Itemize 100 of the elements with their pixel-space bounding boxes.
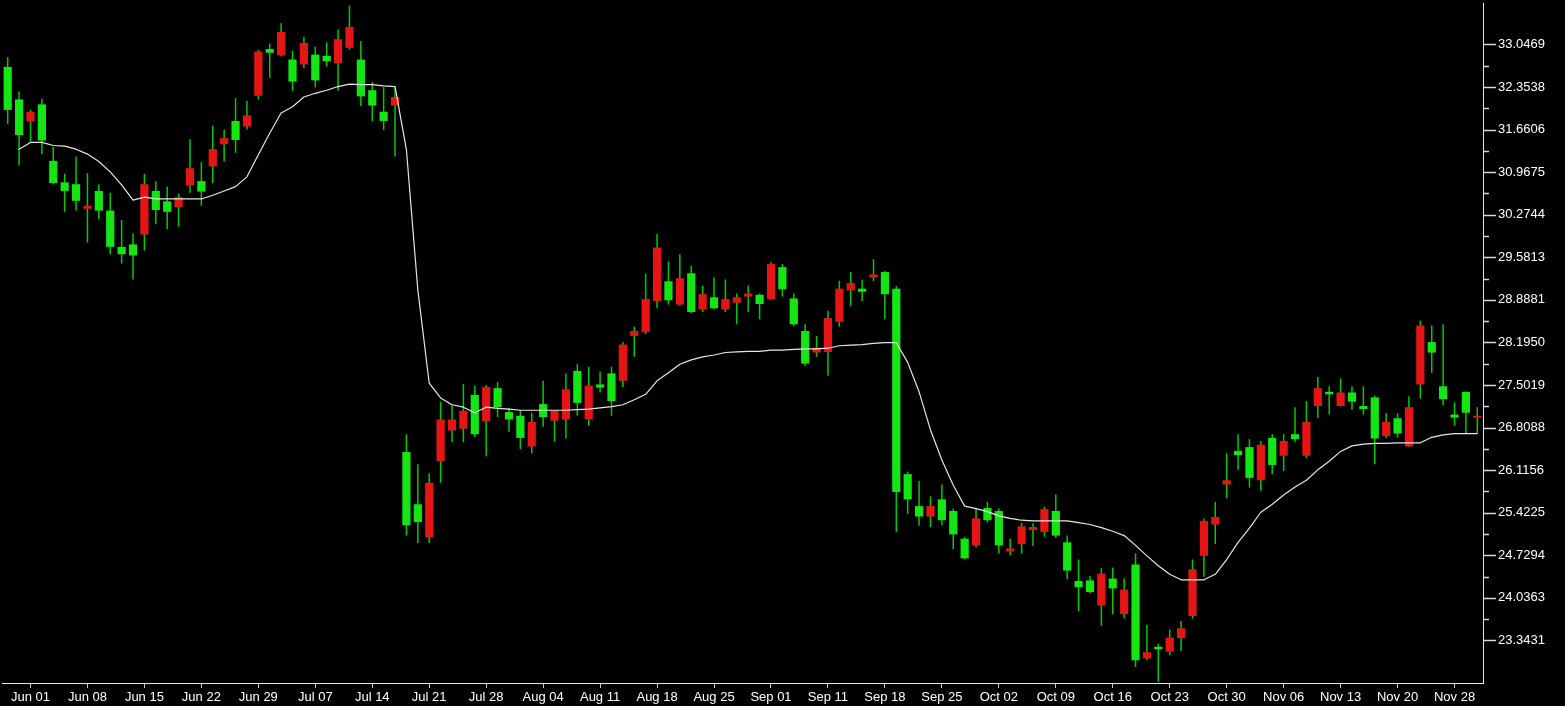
x-tick-label: Jul 07 [297, 689, 333, 705]
candlestick [880, 270, 890, 321]
x-tick-label: Oct 23 [1150, 689, 1189, 705]
candlestick [368, 81, 377, 122]
x-tick-label: Jul 21 [411, 689, 447, 705]
candlestick [778, 263, 787, 298]
candlestick [333, 28, 343, 92]
candlestick [732, 292, 741, 326]
candlestick [596, 370, 605, 394]
candlestick [1028, 522, 1038, 547]
candlestick [709, 276, 719, 311]
candlestick [869, 258, 878, 283]
x-tick-label: Oct 02 [979, 689, 1018, 705]
candlestick [1165, 628, 1174, 657]
candlestick [1313, 376, 1322, 419]
candlestick [516, 409, 525, 450]
candlestick [1336, 377, 1345, 408]
candlestick [1222, 452, 1231, 499]
candlestick [698, 284, 707, 313]
x-tick-label: Jun 01 [10, 689, 50, 705]
candlestick [744, 284, 753, 313]
x-tick-label: Jul 28 [468, 689, 504, 705]
x-tick-label: Jun 29 [238, 689, 278, 705]
candlestick [1290, 406, 1300, 443]
candlestick [1040, 505, 1049, 538]
y-tick-label: 27.5019 [1498, 376, 1545, 392]
candlestick [1450, 401, 1459, 427]
candlestick [664, 260, 673, 306]
y-tick-label: 32.3538 [1498, 78, 1545, 94]
x-tick-label: Jun 22 [181, 689, 221, 705]
x-tick-label: Oct 09 [1036, 689, 1075, 705]
x-tick-label: Sep 18 [864, 689, 906, 705]
y-tick-label: 26.1156 [1498, 461, 1545, 477]
candlestick [493, 381, 502, 418]
candlestick [937, 483, 946, 526]
x-tick-label: Nov 13 [1319, 689, 1362, 705]
candlestick [926, 495, 935, 528]
candlestick [60, 173, 69, 213]
candlestick [1233, 433, 1243, 471]
candlestick [1439, 323, 1448, 407]
candlestick [277, 22, 286, 58]
candlestick [1347, 385, 1357, 411]
y-tick-label: 28.8881 [1498, 291, 1545, 307]
candlestick [163, 185, 172, 230]
candlestick [858, 278, 867, 302]
candlestick [1074, 558, 1083, 612]
candlestick [49, 145, 58, 185]
candlestick [550, 409, 559, 443]
x-tick-label: Oct 16 [1093, 689, 1132, 705]
candlestick [265, 42, 274, 79]
y-tick-label: 24.7294 [1498, 546, 1545, 562]
y-tick-label: 33.0469 [1498, 35, 1545, 51]
y-tick-label: 30.9675 [1498, 163, 1545, 179]
candlestick [1382, 412, 1391, 439]
x-tick-label: Sep 25 [921, 689, 963, 705]
candlestick [185, 138, 195, 194]
candlestick [755, 292, 764, 321]
candlestick [846, 271, 855, 307]
x-tick-label: Sep 01 [750, 689, 792, 705]
x-tick-label: Jun 15 [124, 689, 164, 705]
candlestick [117, 219, 126, 265]
candlestick [1177, 620, 1186, 652]
candlestick [1359, 385, 1368, 416]
candlestick [1427, 324, 1436, 374]
x-tick-label: Nov 06 [1263, 689, 1305, 705]
x-tick-label: Nov 28 [1433, 689, 1476, 705]
x-tick-label: Jun 08 [67, 689, 107, 705]
candlestick [447, 404, 457, 443]
y-tick-label: 29.5813 [1498, 248, 1545, 264]
x-tick-label: Aug 11 [579, 689, 621, 705]
candlestick [1211, 501, 1220, 545]
candlestick [960, 536, 969, 561]
x-tick-label: Aug 04 [522, 689, 564, 705]
candlestick [1142, 623, 1152, 662]
x-tick-label: Nov 20 [1376, 689, 1419, 705]
candlestick [1017, 521, 1026, 555]
candlestick [379, 86, 388, 131]
x-tick-label: Aug 18 [636, 689, 678, 705]
y-tick-label: 24.0363 [1498, 589, 1545, 605]
candlestick [299, 36, 308, 69]
candlestick [459, 383, 468, 443]
x-tick-label: Sep 11 [807, 689, 849, 705]
candlestick [26, 109, 35, 143]
candlestick [345, 4, 354, 51]
x-tick-label: Jul 14 [354, 689, 390, 705]
candlestick [413, 463, 422, 544]
y-tick-label: 25.4225 [1498, 504, 1545, 520]
candlestick [1461, 391, 1471, 435]
y-tick-label: 23.3431 [1498, 632, 1545, 647]
y-tick-label: 26.8088 [1498, 419, 1545, 435]
candlestick [1279, 433, 1288, 472]
candlestick [208, 125, 217, 184]
candlestick [983, 501, 992, 524]
y-tick-label: 31.6606 [1498, 121, 1545, 137]
candlestick [914, 480, 924, 527]
candlestick [83, 172, 92, 244]
candlestick [242, 99, 252, 131]
candlestick [1393, 412, 1402, 439]
candlestick [197, 161, 206, 207]
candlestick [630, 325, 639, 358]
